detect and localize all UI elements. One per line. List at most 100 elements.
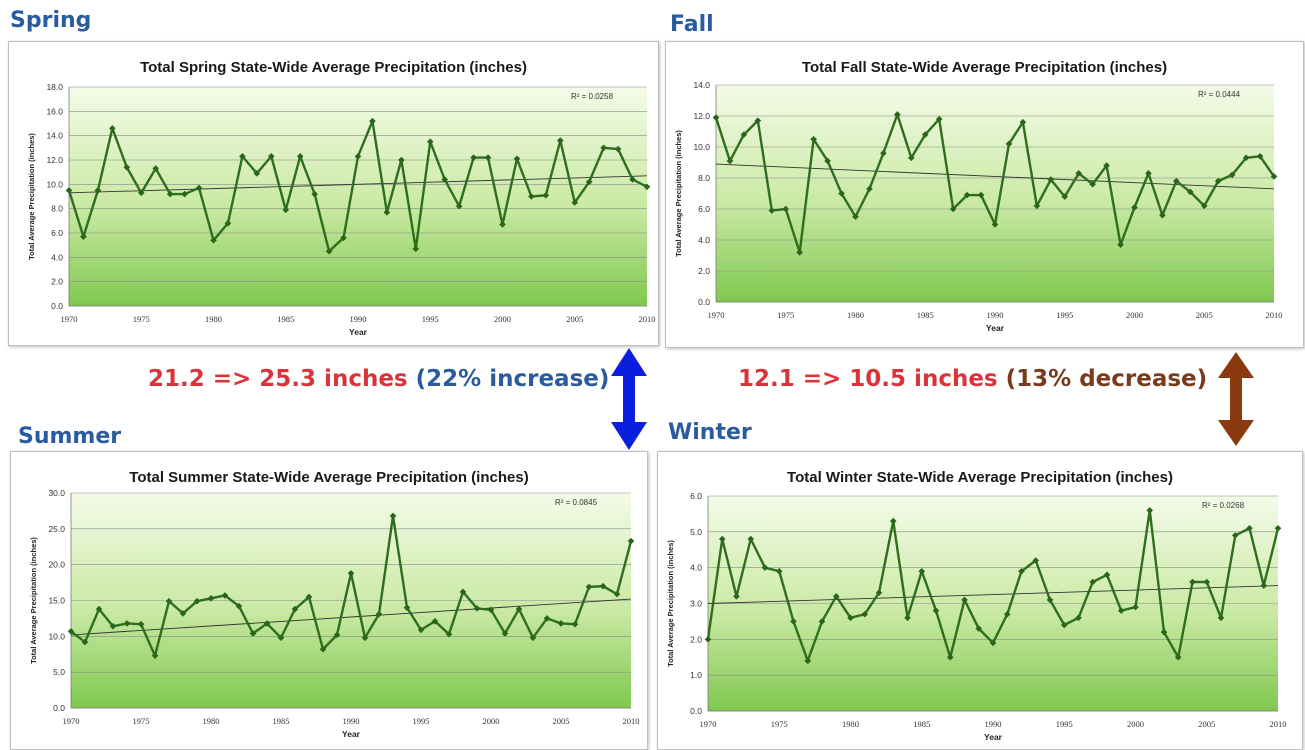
data-point <box>1187 188 1194 196</box>
x-axis-label: Year <box>986 323 1005 333</box>
data-point <box>880 149 887 157</box>
data-point <box>585 583 593 591</box>
data-point <box>319 645 327 653</box>
data-point <box>1256 153 1264 160</box>
r-squared-label: R² = 0.0845 <box>555 498 598 507</box>
data-point <box>1274 524 1282 532</box>
y-tick-label: 16.0 <box>46 106 63 116</box>
data-point <box>109 125 116 132</box>
data-point <box>1018 567 1025 575</box>
fall-change-values: 12.1 => 10.5 inches <box>738 366 998 392</box>
x-tick-label: 2010 <box>639 314 656 324</box>
y-tick-label: 6.0 <box>698 204 710 214</box>
x-tick-label: 1970 <box>700 719 717 729</box>
data-point <box>282 206 290 214</box>
data-point <box>268 153 275 160</box>
data-point <box>109 623 117 630</box>
data-point <box>81 638 89 646</box>
data-point <box>1174 653 1182 661</box>
y-tick-label: 14.0 <box>693 80 710 90</box>
y-tick-label: 1.0 <box>690 670 702 680</box>
x-tick-label: 1975 <box>133 314 150 324</box>
data-point <box>179 610 187 617</box>
data-point <box>1160 628 1168 636</box>
data-point <box>311 190 318 198</box>
y-tick-label: 4.0 <box>51 252 63 262</box>
data-point <box>1173 177 1180 185</box>
data-point <box>1060 621 1068 629</box>
data-point <box>417 626 425 634</box>
data-point <box>1103 162 1110 169</box>
data-point <box>585 178 593 186</box>
data-point <box>1217 614 1225 622</box>
data-point <box>123 620 131 627</box>
data-point <box>804 657 812 665</box>
trend-line <box>707 585 1279 604</box>
x-axis-label: Year <box>349 327 368 337</box>
data-point <box>1032 557 1040 564</box>
spring-change-values: 21.2 => 25.3 inches <box>148 366 408 392</box>
x-axis-label: Year <box>984 732 1003 742</box>
data-point <box>1231 532 1239 539</box>
y-tick-label: 3.0 <box>690 599 702 609</box>
data-point <box>1075 614 1082 622</box>
data-point <box>277 634 285 642</box>
fall-label: Fall <box>670 12 714 37</box>
spring-label: Spring <box>10 8 92 33</box>
data-point <box>1075 170 1082 177</box>
data-point <box>210 237 217 244</box>
data-point <box>790 618 797 625</box>
data-point <box>95 605 103 613</box>
data-point <box>1005 140 1013 148</box>
y-tick-label: 25.0 <box>48 524 65 534</box>
data-point <box>889 517 897 525</box>
data-point <box>1061 193 1069 200</box>
summer-label: Summer <box>18 424 122 449</box>
data-point <box>361 634 369 642</box>
data-point <box>137 189 145 197</box>
x-tick-label: 1995 <box>413 716 430 726</box>
x-tick-label: 1985 <box>917 310 934 320</box>
y-tick-label: 5.0 <box>690 527 702 537</box>
data-point <box>627 537 635 545</box>
x-tick-label: 2010 <box>623 716 640 726</box>
y-tick-label: 6.0 <box>690 491 702 501</box>
data-point <box>369 117 376 125</box>
y-tick-label: 8.0 <box>698 173 710 183</box>
r-squared-label: R² = 0.0258 <box>571 92 614 101</box>
x-tick-label: 2000 <box>483 716 500 726</box>
y-tick-label: 8.0 <box>51 204 63 214</box>
spring-change-annotation: 21.2 => 25.3 inches (22% increase) <box>148 366 609 392</box>
data-point <box>347 569 355 577</box>
blue-double-arrow-icon <box>611 348 647 450</box>
data-point <box>726 157 734 165</box>
y-tick-label: 2.0 <box>51 277 63 287</box>
data-point <box>810 135 817 143</box>
data-point <box>441 176 448 183</box>
summer-chart-panel: Total Summer State-Wide Average Precipit… <box>10 451 648 750</box>
y-tick-label: 18.0 <box>46 82 63 92</box>
y-tick-label: 4.0 <box>698 235 710 245</box>
x-tick-label: 1990 <box>343 716 360 726</box>
x-tick-label: 1975 <box>133 716 150 726</box>
x-tick-label: 1990 <box>350 314 367 324</box>
data-point <box>354 153 362 160</box>
data-point <box>1270 173 1278 180</box>
data-point <box>975 625 983 632</box>
data-point <box>528 193 535 200</box>
data-point <box>1203 578 1211 586</box>
x-tick-label: 2005 <box>566 314 583 324</box>
y-tick-label: 6.0 <box>51 228 63 238</box>
data-point <box>487 606 495 614</box>
data-point <box>1246 524 1253 532</box>
data-point <box>1117 607 1125 614</box>
y-tick-label: 14.0 <box>46 131 63 141</box>
data-point <box>571 620 579 628</box>
x-tick-label: 2010 <box>1270 719 1287 729</box>
data-point <box>824 157 831 165</box>
data-point <box>152 165 159 172</box>
data-point <box>557 620 565 627</box>
data-point <box>239 153 246 160</box>
data-point <box>1146 507 1154 514</box>
fall-change-annotation: 12.1 => 10.5 inches (13% decrease) <box>738 366 1207 392</box>
